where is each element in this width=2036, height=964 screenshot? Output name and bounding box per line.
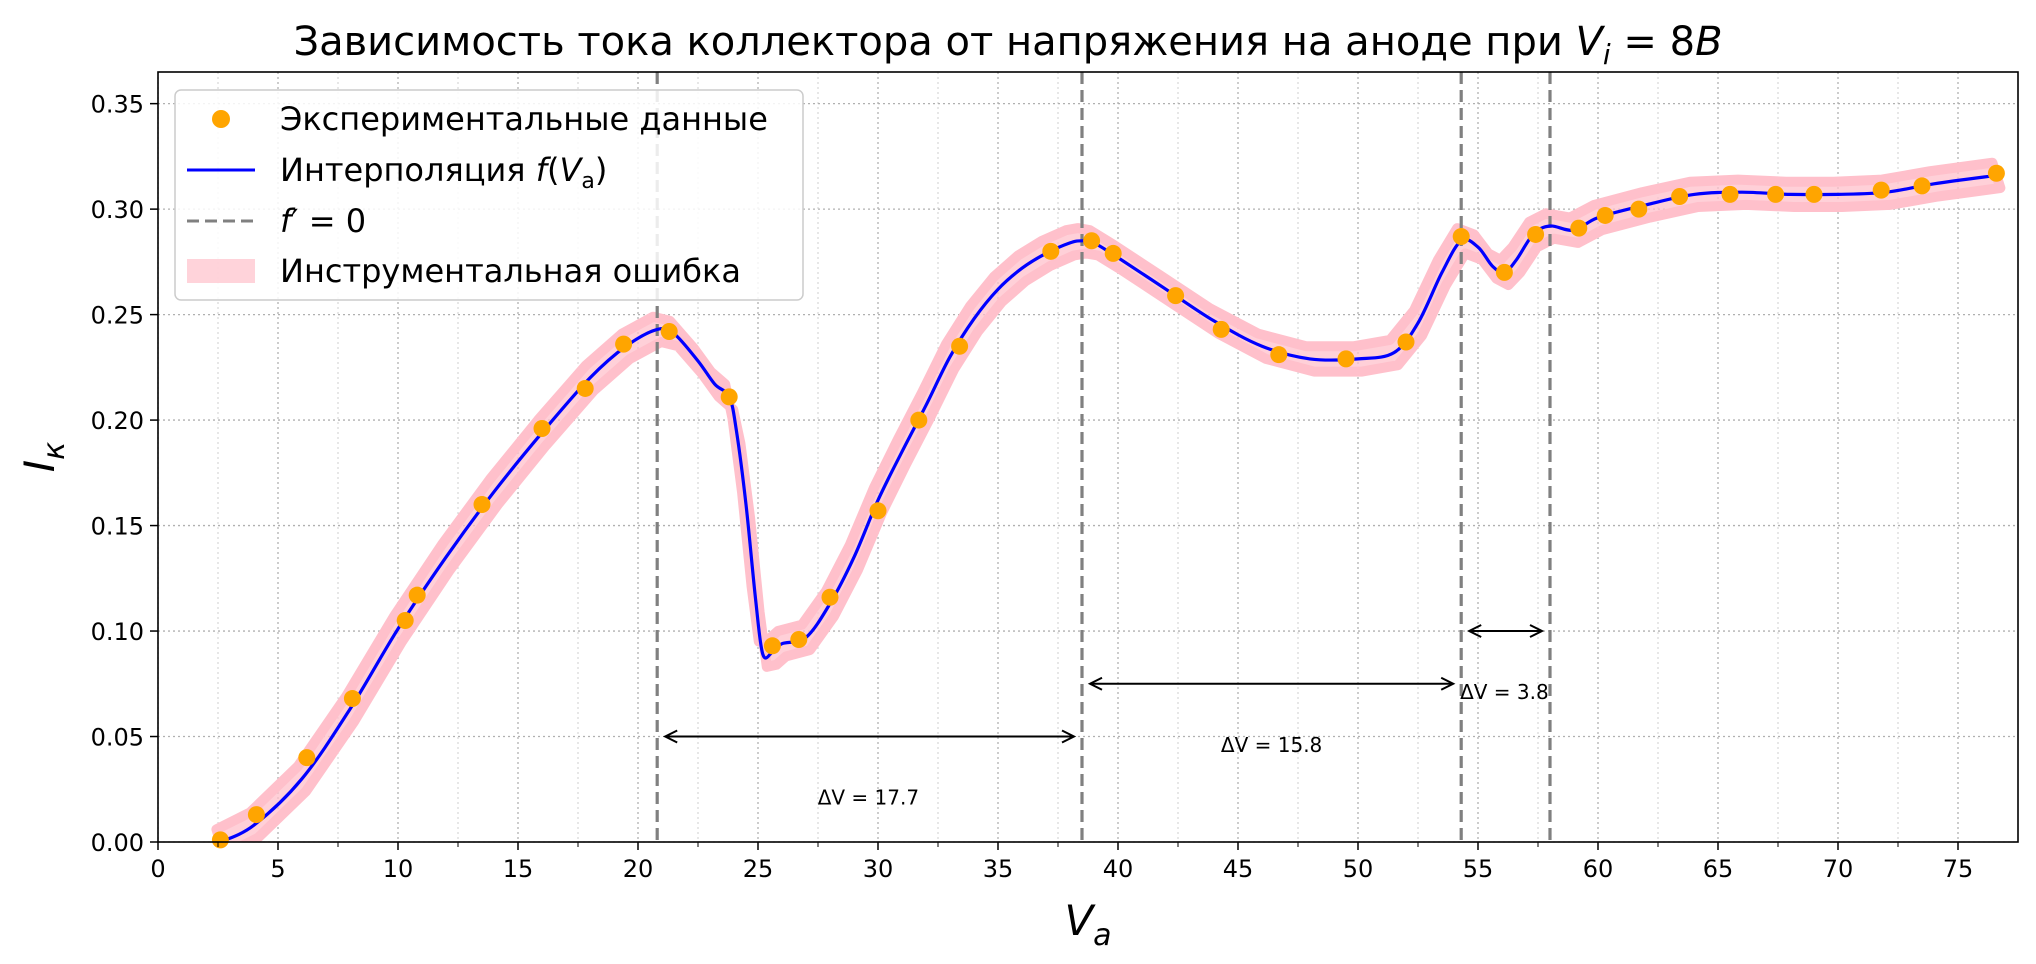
y-tick-label: 0.30 [91, 196, 144, 224]
delta-annotations: ΔV = 17.7 ΔV = 15.8 ΔV = 3.8 [662, 624, 1549, 810]
data-point [247, 806, 265, 824]
data-point [576, 379, 594, 397]
data-point [1721, 185, 1739, 203]
data-point [1337, 350, 1355, 368]
x-axis-ticks: 0 5 10 15 20 25 30 35 40 45 50 55 60 65 70 75 [150, 842, 1973, 883]
data-point [1596, 206, 1614, 224]
y-tick-label: 0.35 [91, 91, 144, 119]
y-tick-label: 0.00 [91, 829, 144, 857]
y-tick-label: 0.20 [91, 407, 144, 435]
x-tick-label: 20 [623, 855, 654, 883]
y-tick-label: 0.15 [91, 513, 144, 541]
chart-title: Зависимость тока коллектора от напряжени… [293, 19, 1722, 71]
delta-label: ΔV = 3.8 [1460, 680, 1549, 704]
x-tick-label: 10 [383, 855, 414, 883]
delta-arrow-head-right [1440, 676, 1456, 691]
y-axis-label: Iк [15, 442, 72, 473]
data-point [408, 586, 426, 604]
legend-box [174, 89, 804, 301]
x-tick-label: 0 [150, 855, 165, 883]
x-tick-label: 5 [270, 855, 285, 883]
data-point [615, 335, 633, 353]
delta-arrow-head-left [1087, 676, 1103, 691]
data-point [1671, 187, 1689, 205]
legend-scatter-marker [212, 110, 230, 128]
data-point [951, 337, 969, 355]
data-point [1630, 200, 1648, 218]
x-tick-label: 65 [1703, 855, 1734, 883]
legend-band-marker [187, 259, 255, 283]
x-axis-label: Va [1064, 896, 1111, 953]
data-point [1104, 244, 1122, 262]
x-tick-label: 70 [1823, 855, 1854, 883]
x-tick-label: 30 [863, 855, 894, 883]
data-point [1042, 242, 1060, 260]
data-point [790, 630, 808, 648]
data-point [1167, 287, 1185, 305]
scatter-points [211, 164, 2005, 849]
data-point [473, 495, 491, 513]
data-point [1527, 225, 1545, 243]
plot-area: ΔV = 17.7 ΔV = 15.8 ΔV = 3.8 [157, 71, 2019, 849]
delta-arrow-head-right [1061, 729, 1077, 744]
data-point [1767, 185, 1785, 203]
data-point [1212, 320, 1230, 338]
data-point [1270, 346, 1288, 364]
x-tick-label: 35 [983, 855, 1014, 883]
data-point [343, 690, 361, 708]
data-point [1570, 219, 1588, 237]
plot-frame [157, 71, 2019, 843]
x-tick-label: 50 [1343, 855, 1374, 883]
y-tick-label: 0.10 [91, 618, 144, 646]
data-point [1397, 333, 1415, 351]
data-point [1495, 263, 1513, 281]
data-point [821, 588, 839, 606]
y-tick-label: 0.05 [91, 724, 144, 752]
delta-arrow-head-left [1466, 624, 1482, 638]
delta-label: ΔV = 15.8 [1221, 733, 1322, 757]
x-tick-label: 15 [503, 855, 534, 883]
delta-arrow-head-right [1529, 624, 1545, 638]
y-axis-ticks: 0.00 0.05 0.10 0.15 0.20 0.25 0.30 0.35 [91, 91, 158, 857]
data-point [763, 637, 781, 655]
x-tick-label: 25 [743, 855, 774, 883]
grid [157, 72, 2018, 843]
legend-label-interp: Интерполяция f(Va) [280, 151, 607, 194]
legend-label-error: Инструментальная ошибка [280, 252, 741, 290]
x-tick-label: 60 [1583, 855, 1614, 883]
x-tick-label: 45 [1223, 855, 1254, 883]
data-point [533, 420, 551, 438]
data-point [211, 831, 229, 849]
legend: Экспериментальные данные Интерполяция f(… [174, 89, 804, 301]
y-tick-label: 0.25 [91, 302, 144, 330]
data-point [298, 749, 316, 767]
x-tick-label: 40 [1103, 855, 1134, 883]
delta-label: ΔV = 17.7 [818, 786, 919, 810]
data-point [1452, 228, 1470, 246]
data-point [1805, 185, 1823, 203]
delta-arrow-head-left [662, 729, 678, 744]
data-point [910, 411, 928, 429]
legend-label-data: Экспериментальные данные [280, 100, 768, 138]
data-point [869, 502, 887, 520]
legend-label-critical: f′ = 0 [280, 202, 366, 240]
data-point [720, 388, 738, 406]
x-tick-label: 55 [1463, 855, 1494, 883]
data-point [1872, 181, 1890, 199]
x-tick-label: 75 [1943, 855, 1974, 883]
data-point [396, 611, 414, 629]
data-point [1083, 232, 1101, 250]
data-point [1987, 164, 2005, 182]
data-point [1913, 177, 1931, 195]
data-point [660, 322, 678, 340]
